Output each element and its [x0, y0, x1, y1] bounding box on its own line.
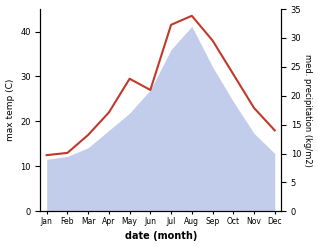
X-axis label: date (month): date (month) — [125, 231, 197, 242]
Y-axis label: max temp (C): max temp (C) — [5, 79, 15, 141]
Y-axis label: med. precipitation (kg/m2): med. precipitation (kg/m2) — [303, 54, 313, 167]
